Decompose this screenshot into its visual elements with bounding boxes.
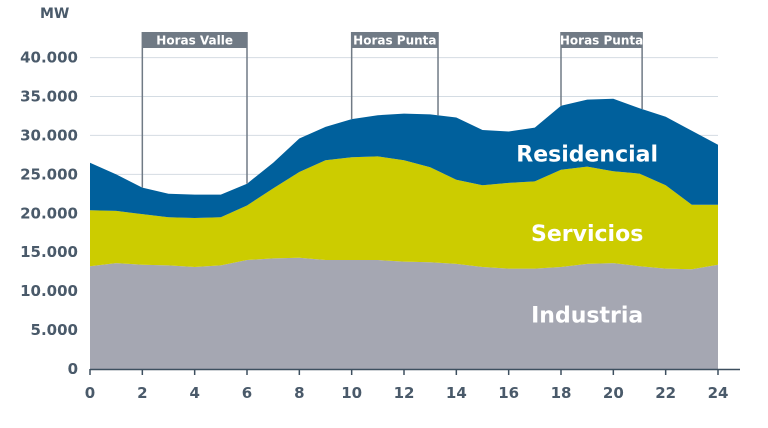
y-tick-label: 0 — [68, 360, 78, 378]
band-label: Horas Punta — [560, 34, 643, 48]
x-tick-label: 22 — [655, 384, 676, 402]
band-label: Horas Punta — [353, 34, 436, 48]
band-label-box — [351, 32, 439, 48]
x-tick-label: 10 — [341, 384, 362, 402]
area-residencial — [90, 98, 718, 218]
series-label-industria: Industria — [531, 304, 643, 329]
x-tick-label: 14 — [446, 384, 467, 402]
time-bands: Horas Valle Horas Punta Horas Punta — [141, 32, 643, 188]
stacked-areas — [90, 98, 718, 369]
y-tick-label: 25.000 — [20, 165, 78, 183]
x-tick-label: 6 — [242, 384, 252, 402]
x-tick-label: 2 — [137, 384, 147, 402]
x-tick-label: 24 — [708, 384, 729, 402]
x-tick-label: 0 — [85, 384, 95, 402]
y-tick-label: 30.000 — [20, 126, 78, 144]
series-labels: Industria Servicios Residencial — [516, 142, 658, 328]
x-tick-label: 12 — [394, 384, 415, 402]
y-tick-label: 20.000 — [20, 204, 78, 222]
area-industria — [90, 257, 718, 369]
area-servicios — [90, 156, 718, 270]
x-tick-label: 18 — [551, 384, 572, 402]
y-tick-label: 5.000 — [31, 321, 78, 339]
series-label-servicios: Servicios — [531, 222, 643, 247]
y-tick-label: 15.000 — [20, 243, 78, 261]
x-tick-label: 20 — [603, 384, 624, 402]
band-label: Horas Valle — [156, 34, 233, 48]
y-axis-unit-label: MW — [40, 6, 69, 22]
band-label-box — [561, 32, 643, 48]
x-tick-label: 8 — [294, 384, 304, 402]
x-tick-label: 4 — [189, 384, 199, 402]
band-label-box — [142, 32, 247, 48]
axes: 0 5.000 10.000 15.000 20.000 25.000 30.000 35.0… — [20, 49, 740, 402]
x-tick-label: 16 — [498, 384, 519, 402]
y-tick-label: 10.000 — [20, 282, 78, 300]
y-tick-label: 40.000 — [20, 49, 78, 67]
y-tick-label: 35.000 — [20, 88, 78, 106]
series-label-residencial: Residencial — [516, 142, 658, 167]
